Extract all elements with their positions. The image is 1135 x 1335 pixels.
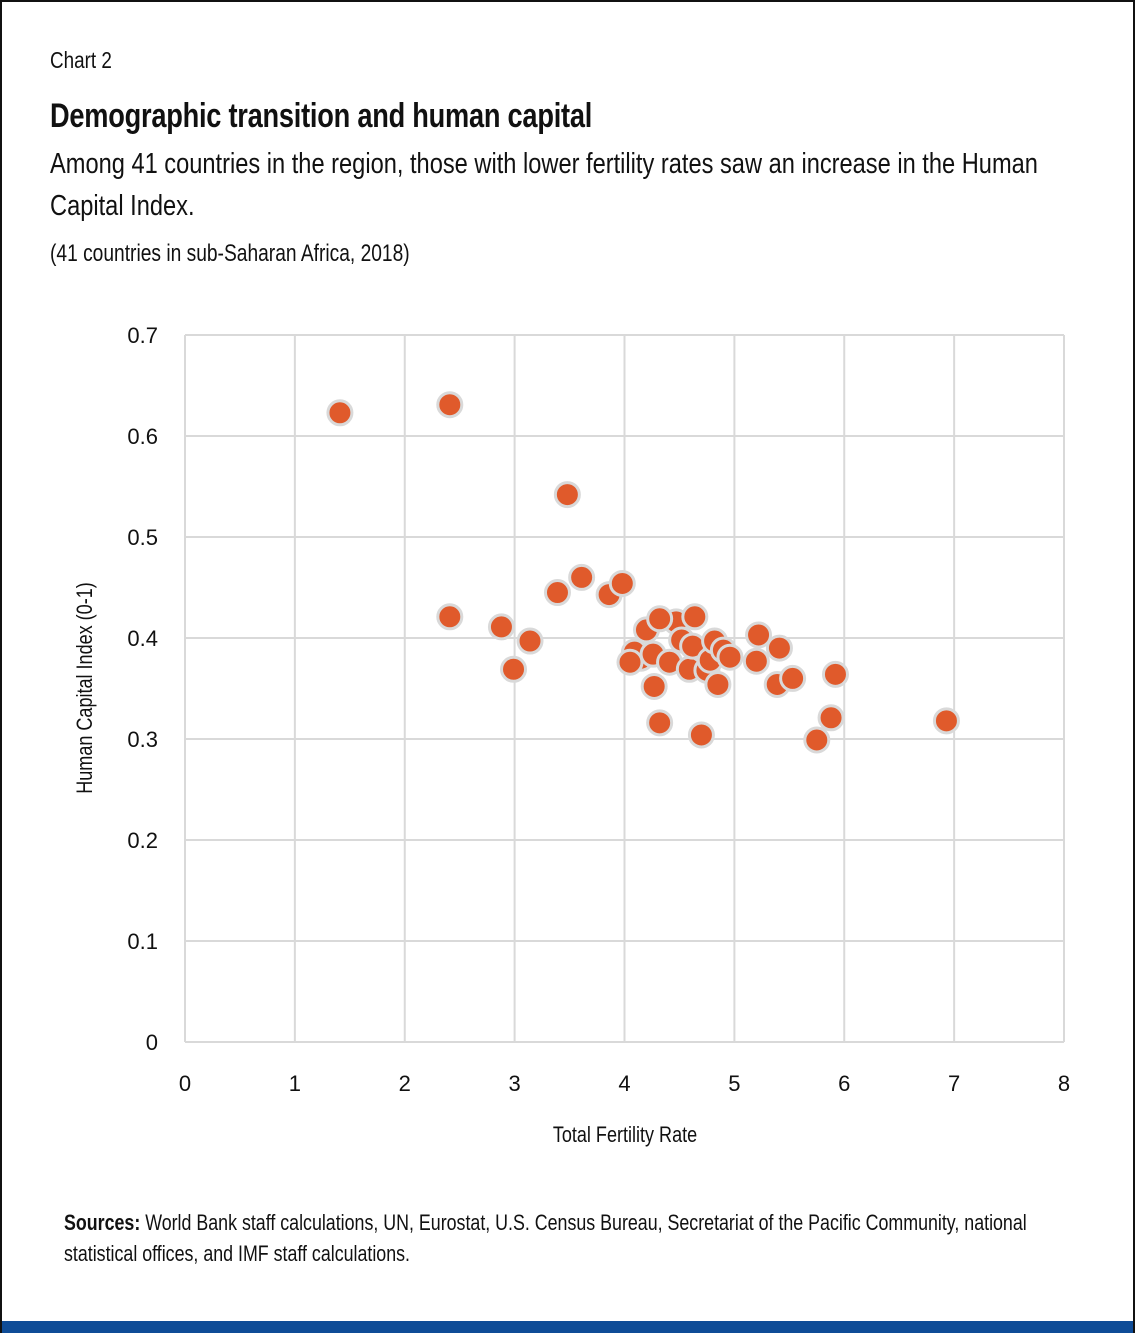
data-point [543, 579, 571, 607]
data-point [704, 670, 732, 698]
x-tick-label: 3 [509, 1071, 521, 1096]
data-point [568, 563, 596, 591]
data-point [436, 603, 464, 631]
data-point [821, 660, 849, 688]
y-tick-label: 0.7 [127, 323, 158, 348]
data-point [646, 605, 674, 633]
data-point [779, 664, 807, 692]
x-tick-label: 4 [618, 1071, 630, 1096]
chart-note: (41 countries in sub-Saharan Africa, 201… [50, 240, 410, 267]
y-tick-label: 0.6 [127, 424, 158, 449]
data-point [932, 707, 960, 735]
data-point [516, 627, 544, 655]
data-point [803, 726, 831, 754]
x-tick-label: 8 [1058, 1071, 1070, 1096]
y-tick-label: 0 [146, 1030, 158, 1055]
x-tick-label: 2 [399, 1071, 411, 1096]
x-tick-label: 5 [728, 1071, 740, 1096]
y-tick-label: 0.2 [127, 828, 158, 853]
data-point [716, 643, 744, 671]
data-point [640, 672, 668, 700]
data-point [681, 603, 709, 631]
data-point [487, 613, 515, 641]
chart-number: Chart 2 [50, 47, 112, 73]
x-tick-label: 1 [289, 1071, 301, 1096]
data-point [817, 704, 845, 732]
data-point [745, 621, 773, 649]
data-point [765, 634, 793, 662]
data-point [742, 647, 770, 675]
x-axis-ticks: 0 1 2 3 4 5 6 7 8 [179, 1071, 1070, 1096]
sources-label: Sources: [64, 1210, 141, 1235]
x-tick-label: 7 [948, 1071, 960, 1096]
data-points [326, 391, 960, 754]
gridlines [184, 334, 1065, 1043]
y-axis-ticks: 0 0.1 0.2 0.3 0.4 0.5 0.6 0.7 [127, 323, 158, 1055]
x-tick-label: 0 [179, 1071, 191, 1096]
x-tick-label: 6 [838, 1071, 850, 1096]
data-point [616, 648, 644, 676]
chart-title: Demographic transition and human capital [50, 97, 593, 135]
y-tick-label: 0.3 [127, 727, 158, 752]
y-tick-label: 0.5 [127, 525, 158, 550]
accent-bar [2, 1321, 1133, 1333]
sources-text: World Bank staff calculations, UN, Euros… [64, 1210, 1027, 1266]
data-point [687, 721, 715, 749]
y-axis-title: Human Capital Index (0-1) [73, 582, 97, 793]
data-point [326, 399, 354, 427]
data-point [500, 655, 528, 683]
data-point [553, 481, 581, 509]
chart-subtitle: Among 41 countries in the region, those … [50, 148, 1038, 222]
sources-note: Sources: World Bank staff calculations, … [64, 1207, 1052, 1269]
x-axis-title: Total Fertility Rate [553, 1123, 697, 1147]
y-tick-label: 0.1 [127, 929, 158, 954]
data-point [646, 709, 674, 737]
data-point [436, 391, 464, 419]
y-tick-label: 0.4 [127, 626, 158, 651]
data-point [608, 569, 636, 597]
